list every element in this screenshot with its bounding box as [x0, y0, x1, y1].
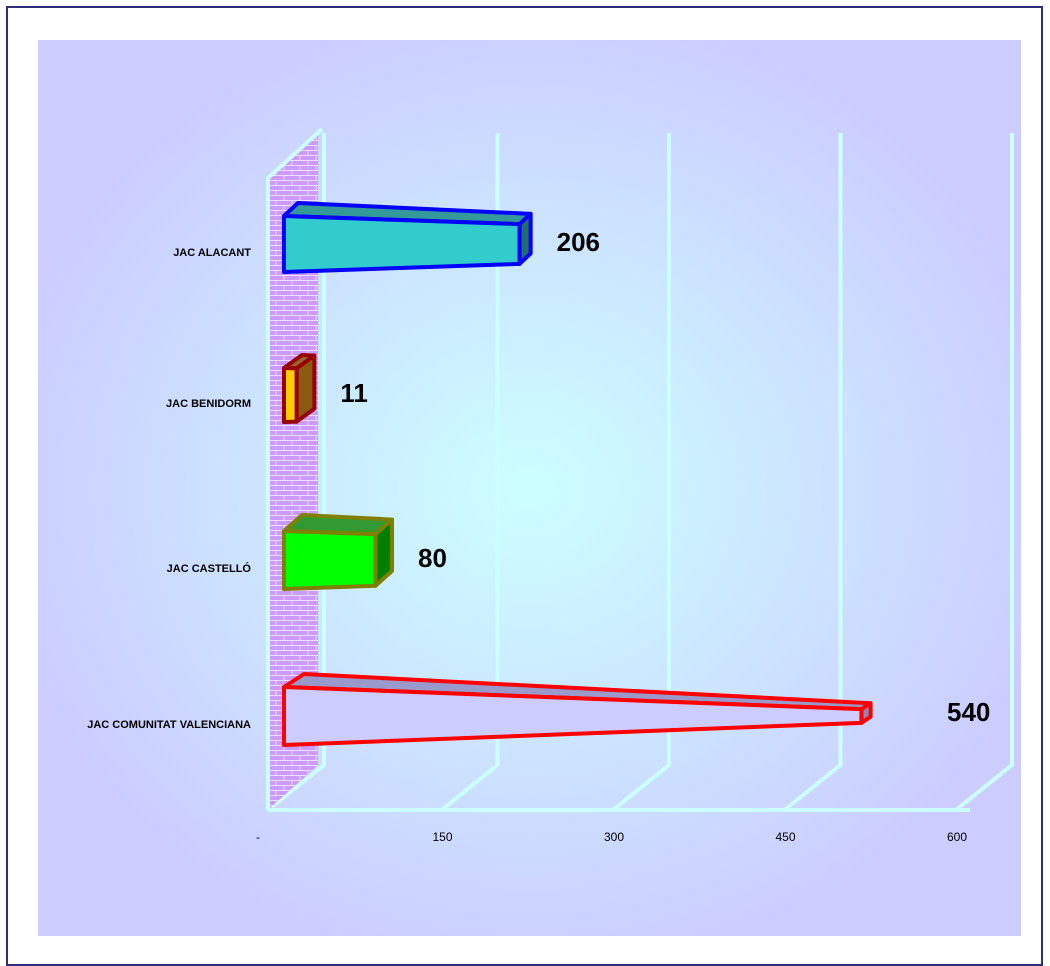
data-label-1: 11: [340, 378, 368, 408]
category-label-3: JAC COMUNITAT VALENCIANA: [87, 719, 251, 731]
plot-area: [38, 40, 1021, 936]
category-label-2: JAC CASTELLÓ: [167, 562, 252, 575]
bar-3: [282, 672, 873, 747]
labels: 206 JAC ALACANT 11 JAC BENIDORM 80 JAC CASTEL…: [87, 227, 990, 844]
wall-bricks: [268, 133, 318, 810]
bar-face-0: [282, 214, 522, 274]
bar-1: [282, 353, 317, 424]
gridline-450: [783, 133, 843, 812]
bar-face-3: [282, 685, 864, 747]
category-label-0: JAC ALACANT: [173, 247, 251, 259]
gridline-0: [266, 133, 326, 812]
gridline-150: [440, 133, 500, 812]
bar-face-1: [282, 366, 299, 424]
x-tick-label-1: 150: [432, 830, 452, 844]
back-wall: [266, 127, 324, 810]
x-tick-label-2: 300: [604, 830, 624, 844]
x-tick-label-3: 450: [775, 830, 795, 844]
bar-2: [282, 513, 395, 591]
gridline-600: [954, 133, 1014, 812]
bar-side-2: [373, 517, 395, 588]
gridlines: [266, 133, 1014, 812]
x-tick-label-4: 600: [947, 830, 967, 844]
bars: [282, 201, 873, 747]
category-label-1: JAC BENIDORM: [166, 398, 251, 410]
bar-face-2: [282, 529, 378, 591]
gridline-300: [611, 133, 671, 812]
bar-0: [282, 201, 533, 274]
data-label-2: 80: [418, 543, 447, 573]
data-label-3: 540: [947, 697, 990, 727]
x-tick-label-0: -: [256, 830, 260, 844]
wall-edge: [266, 127, 324, 810]
data-label-0: 206: [557, 227, 600, 257]
bar-side-1: [294, 353, 317, 424]
